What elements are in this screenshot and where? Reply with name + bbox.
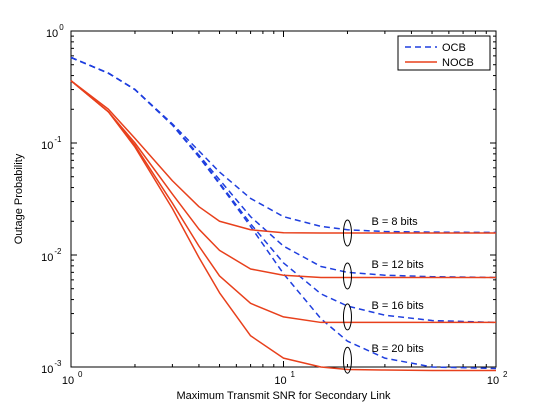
series-line-ocb-20-bits	[70, 56, 497, 370]
annotation-label: B = 12 bits	[371, 259, 424, 271]
plot-area	[70, 30, 497, 368]
series-line-nocb-8-bits	[70, 80, 496, 234]
y-tick-label-exponent: 0	[59, 23, 64, 32]
x-tick-label: 10	[62, 375, 74, 387]
legend-label-nocb: NOCB	[442, 57, 474, 69]
y-tick-label: 10	[41, 364, 53, 376]
series-line-nocb-20-bits	[70, 80, 496, 372]
y-tick-label: 10	[41, 252, 53, 264]
legend-box	[397, 35, 491, 71]
minor-tick-layer	[70, 31, 496, 368]
annotation-ellipse	[342, 262, 352, 290]
annotation-layer: B = 8 bits B = 12 bits B = 16 bits B = 20 b…	[342, 216, 424, 374]
annotation-ellipse	[342, 219, 352, 247]
y-tick-label: 10	[46, 28, 58, 40]
annotation-label: B = 16 bits	[371, 300, 424, 312]
x-axis-label: Maximum Transmit SNR for Secondary Link	[177, 390, 391, 402]
x-tick-label: 10	[487, 375, 499, 387]
x-tick-label: 10	[274, 375, 286, 387]
series-line-nocb-12-bits	[70, 80, 496, 279]
y-axis-label: Outage Probability	[13, 153, 25, 244]
y-tick-label-exponent: -1	[54, 135, 62, 144]
x-tick-label-exponent: 1	[291, 370, 296, 379]
x-tick-label-exponent: 0	[78, 370, 83, 379]
legend: OCB NOCB	[397, 35, 491, 71]
x-tick-label-exponent: 2	[503, 370, 508, 379]
series-line-nocb-16-bits	[70, 80, 496, 324]
annotation-label: B = 20 bits	[371, 343, 424, 355]
y-tick-label-exponent: -3	[54, 359, 62, 368]
series-layer	[70, 56, 497, 372]
legend-label-ocb: OCB	[442, 42, 466, 54]
y-tick-label-exponent: -2	[54, 247, 62, 256]
annotation-ellipse	[342, 346, 352, 374]
annotation-ellipse	[342, 303, 352, 331]
y-tick-label: 10	[41, 140, 53, 152]
annotation-label: B = 8 bits	[371, 216, 418, 228]
